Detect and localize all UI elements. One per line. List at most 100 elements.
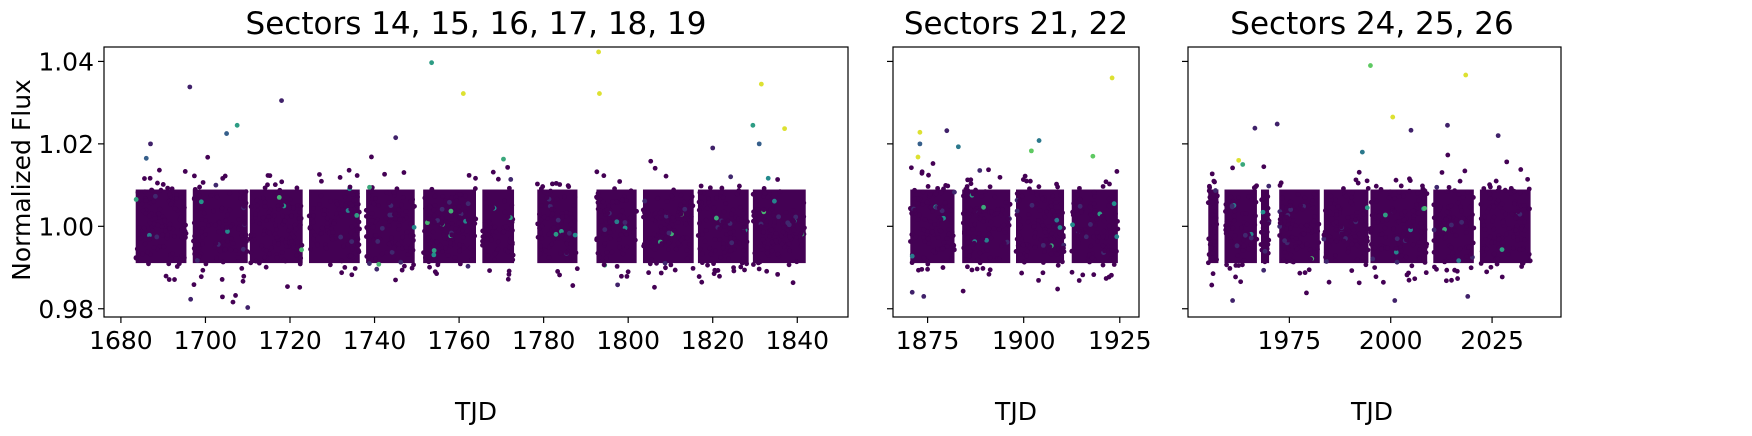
data-point: [1359, 218, 1364, 224]
data-point: [720, 245, 726, 251]
data-point: [1481, 186, 1487, 191]
data-point: [1423, 270, 1429, 276]
data-point: [343, 203, 349, 209]
data-point: [297, 222, 303, 228]
data-point: [365, 226, 371, 232]
data-point: [1444, 189, 1450, 195]
data-point: [973, 212, 979, 218]
data-point: [1214, 193, 1220, 199]
data-point: [1508, 185, 1514, 191]
data-point: [472, 186, 478, 191]
data-point: [1212, 229, 1218, 235]
data-point: [202, 231, 208, 237]
data-point: [1038, 237, 1043, 243]
data-point: [1111, 201, 1117, 207]
data-point: [243, 189, 249, 195]
data-point: [723, 201, 729, 206]
x-tick-label: 1875: [896, 326, 960, 355]
data-point: [627, 215, 633, 221]
data-point: [181, 255, 187, 261]
x-tick-label: 1680: [89, 326, 153, 355]
data-point: [1091, 201, 1097, 207]
data-point: [375, 239, 381, 244]
data-point: [1017, 198, 1022, 203]
data-point: [363, 207, 369, 213]
data-point: [222, 173, 228, 179]
data-point: [548, 188, 553, 194]
data-point: [1234, 243, 1240, 249]
data-point: [767, 234, 772, 239]
x-tick-label: 2000: [1359, 326, 1423, 355]
data-point: [212, 244, 218, 250]
data-point: [1396, 219, 1402, 225]
data-point: [975, 257, 981, 263]
data-point: [1003, 200, 1009, 205]
data-point: [555, 217, 561, 223]
data-point: [1370, 256, 1376, 262]
data-point: [248, 204, 254, 209]
data-point: [1478, 261, 1484, 266]
data-point: [297, 284, 303, 290]
data-point: [294, 185, 300, 191]
data-point: [279, 236, 285, 242]
data-point: [986, 226, 992, 232]
data-point: [1288, 225, 1294, 231]
data-point: [912, 207, 918, 213]
data-point: [984, 237, 989, 243]
data-point: [453, 226, 459, 231]
data-point: [1382, 212, 1388, 218]
data-point: [143, 211, 149, 216]
data-point: [971, 234, 977, 240]
data-point: [1229, 203, 1235, 209]
x-tick-label: 1740: [343, 326, 407, 355]
data-point: [369, 211, 375, 217]
data-point: [224, 225, 230, 230]
data-point: [225, 229, 230, 234]
data-point: [558, 250, 564, 256]
data-point: [555, 235, 561, 241]
data-point: [1022, 173, 1028, 179]
data-point: [570, 283, 576, 288]
data-point: [1510, 245, 1516, 251]
data-point: [1406, 188, 1412, 194]
data-point: [912, 187, 917, 193]
data-point: [1325, 220, 1331, 226]
data-point: [487, 268, 492, 274]
data-point: [298, 203, 304, 209]
data-point: [349, 203, 355, 209]
data-point: [697, 190, 703, 196]
data-point: [699, 251, 705, 257]
data-point: [1048, 251, 1054, 257]
data-point: [758, 81, 764, 87]
data-point: [261, 232, 267, 237]
data-point: [1113, 211, 1118, 217]
data-point: [1457, 178, 1463, 184]
data-point: [786, 222, 792, 228]
data-point: [741, 256, 747, 262]
data-point: [388, 235, 394, 241]
data-point: [287, 224, 293, 230]
data-point: [728, 248, 734, 253]
data-point: [1100, 184, 1106, 189]
data-point: [1431, 249, 1437, 255]
data-point: [614, 263, 620, 269]
data-point: [1393, 246, 1399, 251]
data-point: [720, 219, 726, 225]
data-point: [1322, 208, 1328, 213]
data-point: [935, 246, 940, 252]
data-point: [1311, 191, 1317, 197]
data-point: [921, 255, 927, 261]
data-point: [537, 251, 543, 257]
data-point: [440, 215, 445, 221]
data-point: [434, 239, 440, 245]
data-point: [1420, 210, 1425, 216]
data-point: [279, 203, 285, 208]
data-point: [1230, 199, 1236, 204]
data-point: [1057, 231, 1063, 237]
data-point: [348, 207, 354, 212]
data-point: [1525, 176, 1531, 182]
data-point: [664, 198, 670, 204]
data-point: [1513, 227, 1519, 233]
data-point: [393, 277, 398, 283]
data-point: [955, 144, 961, 150]
